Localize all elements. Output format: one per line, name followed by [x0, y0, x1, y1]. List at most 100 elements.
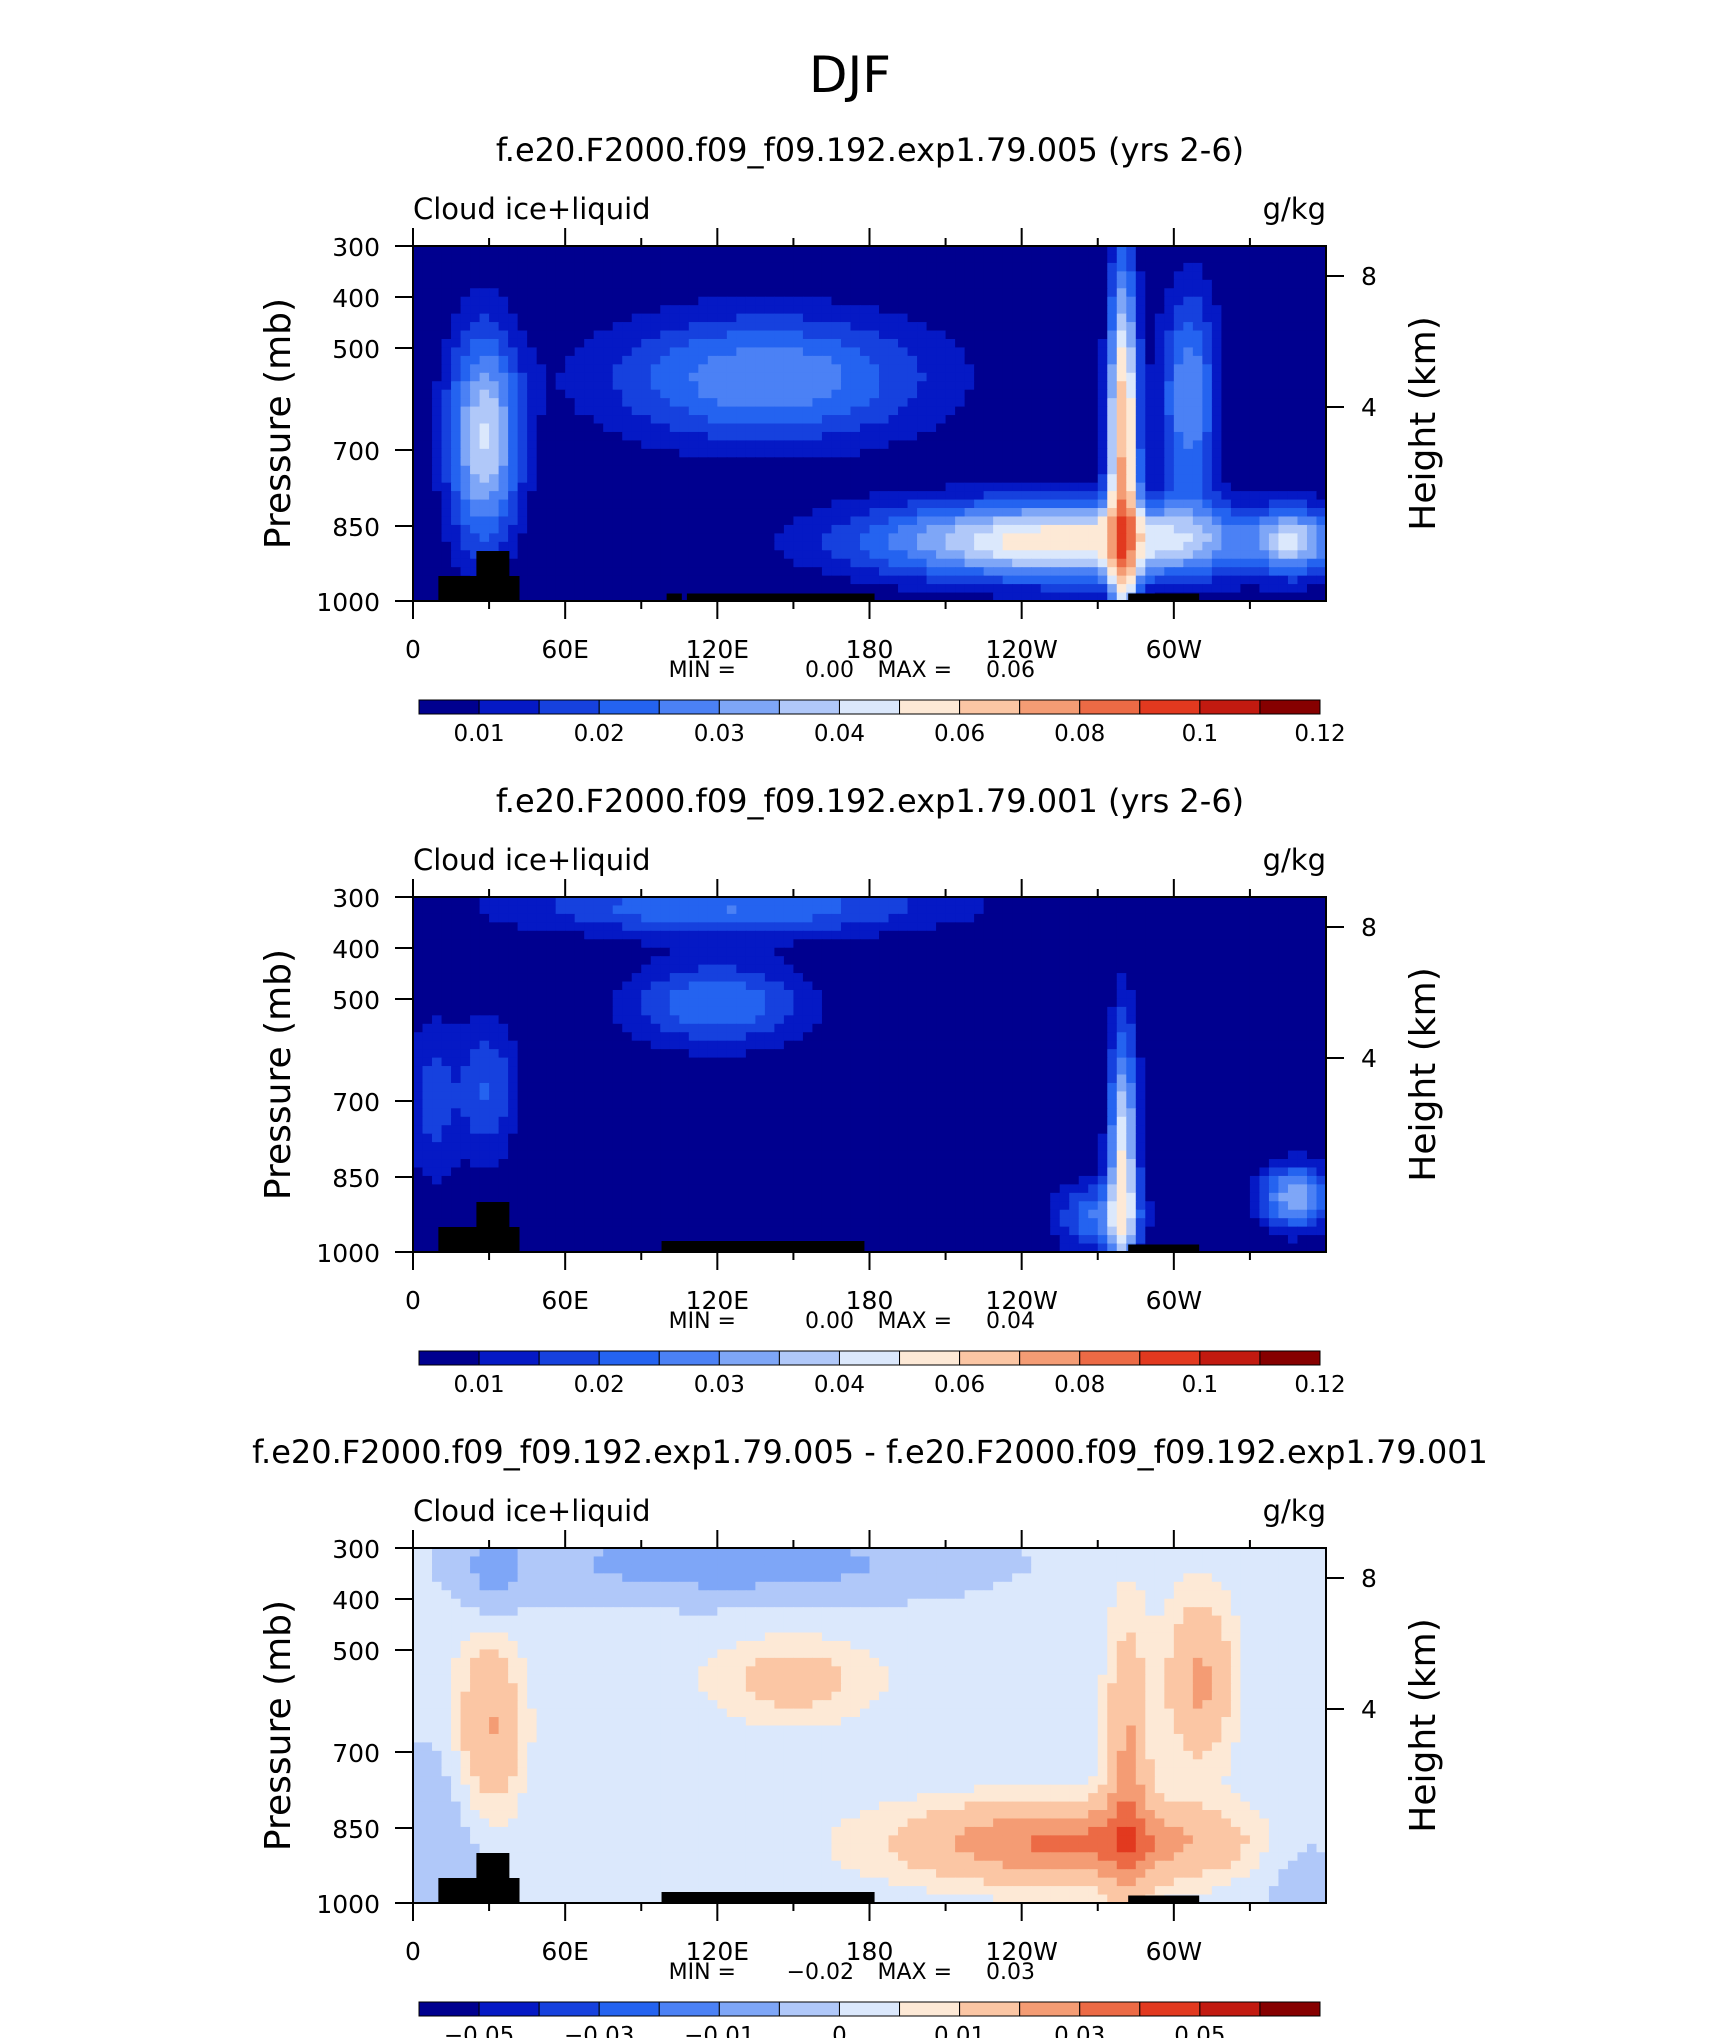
field-cell	[565, 263, 575, 272]
field-cell	[812, 271, 822, 280]
field-cell	[1221, 939, 1231, 948]
field-cell	[651, 373, 661, 382]
field-cell	[850, 432, 860, 441]
field-cell	[1041, 576, 1051, 585]
field-cell	[584, 263, 594, 272]
field-cell	[974, 356, 984, 365]
field-cell	[793, 373, 803, 382]
field-cell	[413, 922, 423, 931]
field-cell	[1202, 432, 1212, 441]
field-cell	[984, 288, 994, 297]
field-cell	[908, 314, 918, 323]
field-cell	[727, 525, 737, 534]
field-cell	[1041, 457, 1051, 466]
field-cell	[946, 297, 956, 306]
field-cell	[670, 914, 680, 923]
field-cell	[451, 271, 461, 280]
field-cell	[936, 254, 946, 263]
field-cell	[660, 432, 670, 441]
field-cell	[1212, 576, 1222, 585]
field-cell	[717, 381, 727, 390]
field-cell	[1022, 305, 1032, 314]
field-cell	[1022, 508, 1032, 517]
field-cell	[594, 331, 604, 340]
field-cell	[651, 516, 661, 525]
field-cell	[679, 263, 689, 272]
field-cell	[499, 398, 509, 407]
field-cell	[984, 931, 994, 940]
variable-label: Cloud ice+liquid	[413, 843, 651, 877]
field-cell	[1269, 956, 1279, 965]
field-cell	[1259, 897, 1269, 906]
field-cell	[974, 576, 984, 585]
field-cell	[803, 956, 813, 965]
field-cell	[556, 466, 566, 475]
field-cell	[936, 939, 946, 948]
field-cell	[841, 280, 851, 289]
field-cell	[1259, 922, 1269, 931]
field-cell	[1126, 440, 1136, 449]
field-cell	[1212, 246, 1222, 255]
field-cell	[1126, 381, 1136, 390]
field-cell	[717, 516, 727, 525]
field-cell	[1307, 948, 1317, 957]
field-cell	[679, 500, 689, 509]
field-cell	[917, 449, 927, 458]
field-cell	[727, 897, 737, 906]
field-cell	[965, 390, 975, 399]
field-cell	[489, 356, 499, 365]
field-cell	[1307, 483, 1317, 492]
field-cell	[1031, 905, 1041, 914]
field-cell	[698, 322, 708, 331]
field-cell	[470, 508, 480, 517]
field-cell	[927, 449, 937, 458]
field-cell	[1031, 965, 1041, 974]
field-cell	[1307, 965, 1317, 974]
field-cell	[1117, 322, 1127, 331]
field-cell	[803, 263, 813, 272]
field-cell	[841, 398, 851, 407]
field-cell	[1278, 525, 1288, 534]
field-cell	[879, 508, 889, 517]
field-cell	[1212, 449, 1222, 458]
field-cell	[489, 533, 499, 542]
field-cell	[822, 533, 832, 542]
field-cell	[413, 322, 423, 331]
field-cell	[1041, 948, 1051, 957]
field-cell	[565, 922, 575, 931]
field-cell	[955, 356, 965, 365]
field-cell	[679, 280, 689, 289]
field-cell	[1012, 516, 1022, 525]
field-cell	[1250, 584, 1260, 593]
field-cell	[546, 297, 556, 306]
field-cell	[660, 373, 670, 382]
field-cell	[965, 339, 975, 348]
field-cell	[1221, 424, 1231, 433]
field-cell	[898, 246, 908, 255]
field-cell	[1107, 364, 1117, 373]
field-cell	[812, 373, 822, 382]
field-cell	[841, 905, 851, 914]
field-cell	[413, 314, 423, 323]
field-cell	[1050, 246, 1060, 255]
field-cell	[584, 390, 594, 399]
field-cell	[556, 567, 566, 576]
field-cell	[508, 305, 518, 314]
field-cell	[556, 254, 566, 263]
field-cell	[1107, 500, 1117, 509]
field-cell	[1107, 542, 1117, 551]
field-cell	[1231, 533, 1241, 542]
field-cell	[993, 254, 1003, 263]
field-cell	[1107, 567, 1117, 576]
field-cell	[651, 424, 661, 433]
field-cell	[413, 364, 423, 373]
field-cell	[689, 246, 699, 255]
field-cell	[603, 381, 613, 390]
field-cell	[841, 500, 851, 509]
field-cell	[1060, 914, 1070, 923]
field-cell	[489, 246, 499, 255]
field-cell	[1259, 939, 1269, 948]
field-cell	[508, 931, 518, 940]
field-cell	[660, 956, 670, 965]
field-cell	[1126, 288, 1136, 297]
